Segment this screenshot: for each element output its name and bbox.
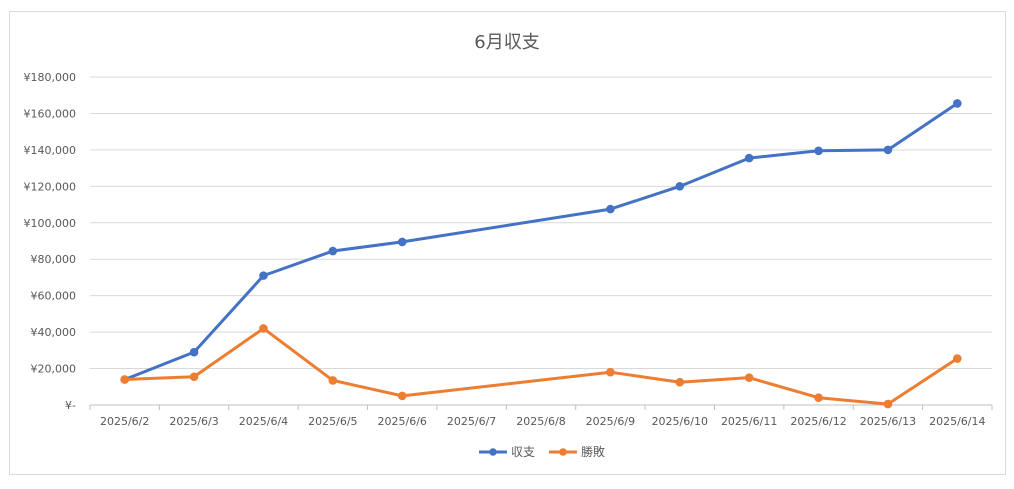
data-point — [259, 324, 268, 333]
y-tick-label: ¥160,000 — [24, 107, 77, 120]
data-point — [675, 182, 685, 191]
data-point — [328, 376, 338, 385]
line-chart: 6月収支 ¥- ¥20,000 ¥40,000 ¥60,000 ¥80,000 ¥100,… — [24, 32, 993, 459]
data-point — [397, 237, 407, 247]
data-point — [814, 393, 823, 403]
data-point — [814, 146, 823, 156]
data-point — [189, 347, 199, 357]
data-point — [953, 354, 962, 363]
data-point — [120, 375, 129, 384]
data-point — [606, 367, 615, 377]
legend-marker — [559, 448, 567, 456]
x-tick-label: 2025/6/8 — [516, 415, 565, 428]
data-point — [744, 373, 754, 382]
series-line-2 — [123, 326, 959, 406]
data-point — [883, 399, 893, 409]
x-tick-label: 2025/6/12 — [790, 415, 846, 428]
x-tick-label: 2025/6/2 — [100, 415, 149, 428]
legend-label: 勝敗 — [581, 444, 605, 459]
y-tick-label: ¥- — [65, 399, 76, 412]
y-tick-label: ¥140,000 — [24, 144, 77, 157]
y-tick-label: ¥120,000 — [24, 180, 77, 193]
x-tick-label: 2025/6/10 — [652, 415, 708, 428]
x-tick-label: 2025/6/3 — [169, 415, 218, 428]
x-axis: 2025/6/2 2025/6/3 2025/6/4 2025/6/5 2025/6/6… — [89, 405, 993, 428]
chart-title: 6月収支 — [474, 32, 539, 53]
x-tick-label: 2025/6/6 — [378, 415, 427, 428]
x-tick-label: 2025/6/4 — [239, 415, 288, 428]
x-tick-label: 2025/6/9 — [586, 415, 635, 428]
data-point — [606, 204, 615, 214]
data-point — [189, 372, 199, 382]
legend-marker — [489, 448, 497, 456]
data-point — [675, 377, 685, 387]
x-tick-label: 2025/6/13 — [860, 415, 916, 428]
legend: 収支 勝敗 — [479, 444, 605, 459]
x-tick-label: 2025/6/14 — [929, 415, 985, 428]
x-tick-label: 2025/6/5 — [308, 415, 357, 428]
y-tick-label: ¥60,000 — [31, 290, 77, 303]
y-tick-label: ¥40,000 — [31, 326, 77, 339]
x-tick-label: 2025/6/11 — [721, 415, 777, 428]
series-layer — [120, 99, 962, 409]
y-tick-label: ¥80,000 — [31, 253, 77, 266]
legend-label: 収支 — [511, 445, 535, 459]
x-tick-label: 2025/6/7 — [447, 415, 496, 428]
data-point — [328, 246, 338, 256]
y-axis: ¥- ¥20,000 ¥40,000 ¥60,000 ¥80,000 ¥100,000 ¥1… — [24, 71, 77, 412]
grid — [90, 76, 992, 406]
data-point — [883, 145, 893, 155]
data-point — [953, 99, 962, 108]
chart-frame: 6月収支 ¥- ¥20,000 ¥40,000 ¥60,000 ¥80,000 ¥100,… — [9, 11, 1006, 475]
data-point — [744, 153, 754, 163]
y-tick-label: ¥100,000 — [24, 217, 77, 230]
data-point — [259, 271, 268, 280]
y-tick-label: ¥20,000 — [31, 363, 77, 376]
y-tick-label: ¥180,000 — [24, 71, 77, 84]
data-point — [397, 391, 407, 401]
